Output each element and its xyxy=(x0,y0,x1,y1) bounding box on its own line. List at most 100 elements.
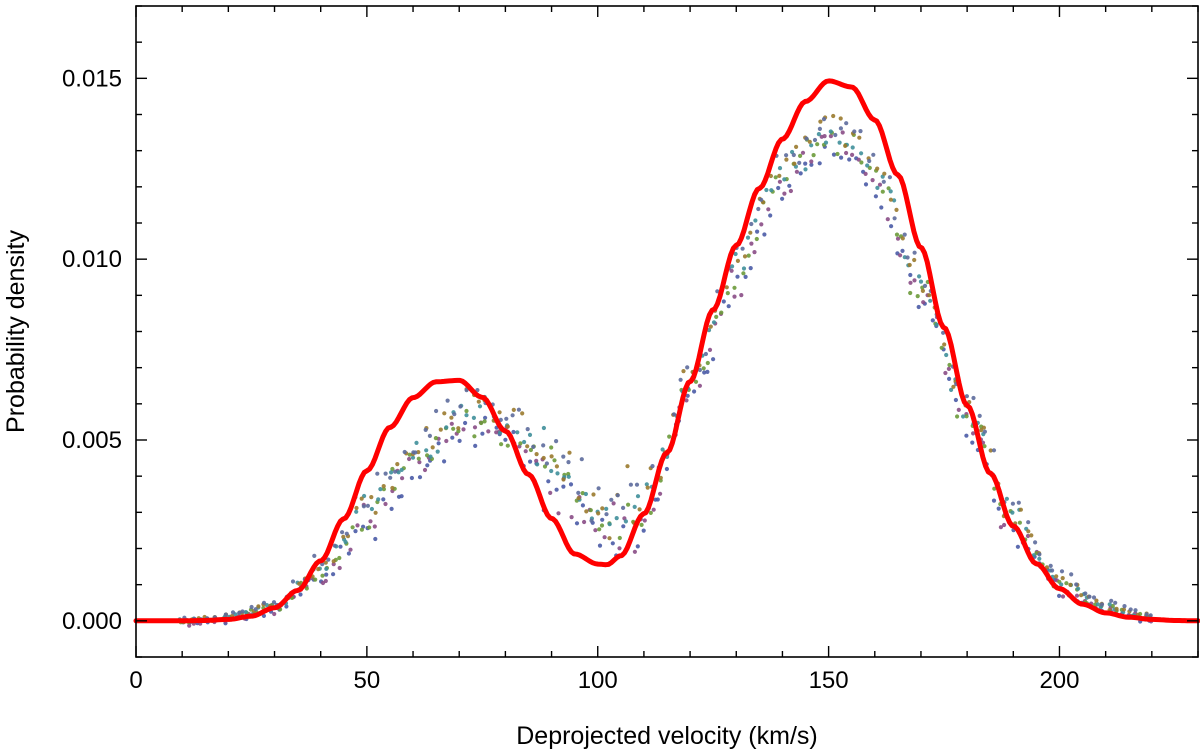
scatter-point xyxy=(261,613,266,619)
scatter-point xyxy=(541,425,547,431)
scatter-point xyxy=(522,439,527,445)
scatter-point xyxy=(759,197,764,202)
scatter-point xyxy=(449,415,454,420)
scatter-point xyxy=(272,611,277,617)
scatter-point xyxy=(843,143,848,148)
scatter-point xyxy=(561,477,566,482)
scatter-point xyxy=(520,411,525,416)
scatter-point xyxy=(857,135,862,140)
scatter-point xyxy=(554,439,559,444)
scatter-point xyxy=(815,142,820,147)
scatter-point xyxy=(1074,582,1079,587)
scatter-point xyxy=(353,529,358,534)
scatter-point xyxy=(1026,529,1031,534)
scatter-point xyxy=(912,250,917,255)
y-tick-label: 0.000 xyxy=(62,608,122,635)
scatter-point xyxy=(388,475,393,480)
scatter-point xyxy=(809,159,814,164)
scatter-point xyxy=(525,444,530,449)
scatter-point xyxy=(871,152,876,157)
scatter-point xyxy=(792,161,797,166)
x-axis-title: Deprojected velocity (km/s) xyxy=(516,722,817,750)
scatter-point xyxy=(588,508,593,513)
scatter-point xyxy=(1050,568,1055,573)
scatter-point xyxy=(456,426,461,431)
scatter-point xyxy=(988,448,993,453)
scatter-point xyxy=(417,475,423,480)
scatter-point xyxy=(549,445,554,450)
scatter-point xyxy=(693,379,699,384)
scatter-point xyxy=(1095,602,1100,607)
scatter-point xyxy=(505,443,510,448)
scatter-point xyxy=(383,501,388,507)
scatter-point xyxy=(917,274,922,279)
scatter-point xyxy=(625,464,630,469)
scatter-point xyxy=(664,466,670,472)
scatter-point xyxy=(742,254,748,259)
scatter-point xyxy=(1026,520,1031,525)
scatter-point xyxy=(1087,594,1092,599)
scatter-point xyxy=(444,438,449,444)
scatter-point xyxy=(527,432,533,437)
tick-labels: 0 50 100 150 200 0.000 0.005 0.010 0.015 xyxy=(62,65,1080,694)
scatter-point xyxy=(881,179,886,184)
scatter-point xyxy=(323,578,328,584)
scatter-point xyxy=(542,464,548,469)
scatter-point xyxy=(782,191,787,196)
scatter-point xyxy=(762,232,767,237)
scatter-point xyxy=(1094,598,1099,603)
scatter-point xyxy=(535,462,540,467)
scatter-point xyxy=(912,257,917,263)
scatter-point xyxy=(399,467,404,472)
scatter-point xyxy=(681,369,686,374)
scatter-point xyxy=(354,509,359,514)
scatter-point xyxy=(730,264,735,269)
scatter-point xyxy=(714,314,719,319)
x-tick-label: 100 xyxy=(578,667,618,694)
scatter-point xyxy=(1107,602,1112,607)
scatter-point xyxy=(748,266,753,271)
scatter-point xyxy=(900,248,905,253)
scatter-point xyxy=(787,183,792,188)
scatter-point xyxy=(621,524,626,529)
scatter-point xyxy=(497,410,502,415)
scatter-point xyxy=(417,460,422,465)
scatter-point xyxy=(707,347,713,352)
scatter-point xyxy=(858,129,863,134)
scatter-point xyxy=(642,518,647,523)
scatter-point xyxy=(970,440,975,445)
scatter-point xyxy=(1031,553,1036,558)
scatter-point xyxy=(621,505,626,510)
scatter-point xyxy=(964,394,970,399)
scatter-point xyxy=(476,399,481,404)
scatter-point xyxy=(555,471,560,476)
scatter-point xyxy=(724,285,729,290)
scatter-point xyxy=(863,182,869,187)
scatter-point xyxy=(284,604,289,609)
scatter-point xyxy=(921,300,926,305)
scatter-point xyxy=(1054,574,1059,579)
scatter-point xyxy=(499,442,504,447)
scatter-point xyxy=(320,573,325,578)
scatter-point xyxy=(479,420,484,426)
x-tick-label: 150 xyxy=(809,667,849,694)
scatter-point xyxy=(597,527,602,532)
fit-curve xyxy=(133,78,1200,624)
scatter-point xyxy=(249,604,254,610)
scatter-point xyxy=(784,157,789,162)
scatter-point xyxy=(766,207,771,212)
scatter-point xyxy=(1057,593,1062,599)
scatter-point xyxy=(617,546,622,551)
scatter-point xyxy=(230,610,236,615)
scatter-point xyxy=(451,426,456,431)
scatter-point xyxy=(584,509,589,514)
scatter-point xyxy=(705,360,710,366)
scatter-point xyxy=(510,413,515,418)
scatter-point xyxy=(355,523,360,528)
scatter-point xyxy=(348,547,353,552)
scatter-point xyxy=(678,377,683,382)
scatter-point xyxy=(326,557,331,562)
scatter-point xyxy=(798,153,803,158)
scatter-point xyxy=(982,429,988,434)
